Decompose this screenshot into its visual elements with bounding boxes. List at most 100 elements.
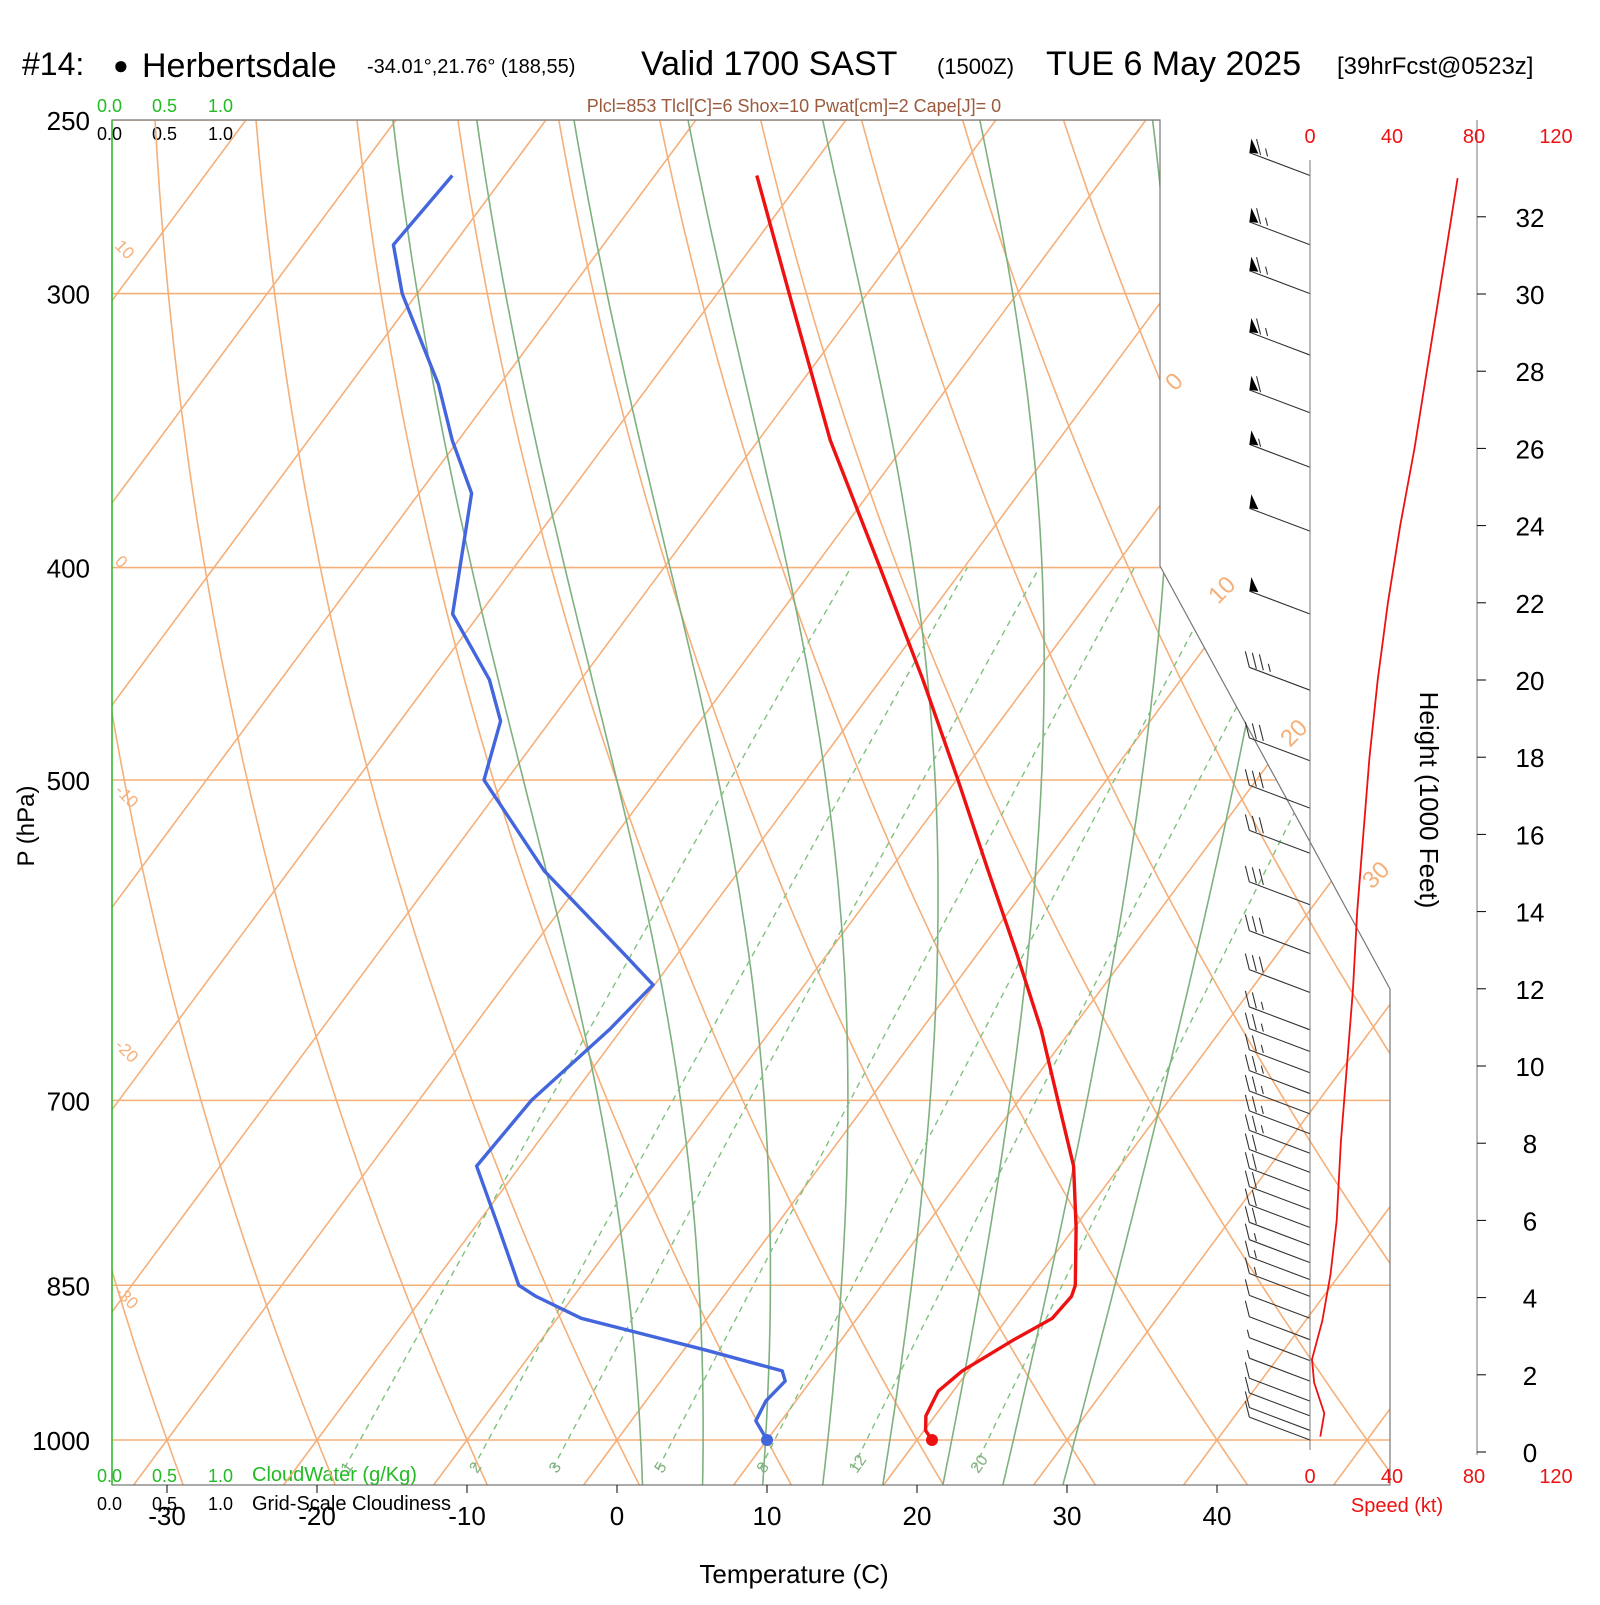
wind-barb (1249, 207, 1311, 246)
speed-tick-label-top: 0 (1304, 126, 1315, 148)
wind-barb (1244, 1206, 1311, 1246)
speed-tick-label-bottom: 120 (1539, 1466, 1572, 1488)
height-speed-panel: 0246810121416182022242628303200404080801… (1304, 120, 1573, 1488)
wind-barb (1244, 953, 1311, 993)
height-tick-label: 14 (1516, 898, 1545, 928)
moist-adiabat (679, 120, 849, 1485)
height-tick-label: 10 (1516, 1052, 1545, 1082)
mixing-ratio-label: 20 (968, 1452, 992, 1476)
mixing-ratio-label: 5 (652, 1459, 671, 1476)
x-axis-title: Temperature (C) (699, 1559, 888, 1589)
wind-barb (1244, 1094, 1311, 1135)
station-bullet: ● (113, 50, 129, 80)
wind-barb (1244, 1240, 1311, 1281)
valid-time: Valid 1700 SAST (641, 45, 897, 83)
wind-barb (1244, 721, 1311, 762)
isotherm-line (1476, 110, 1600, 1495)
mixing-ratio-line (759, 567, 1227, 1469)
wind-barb (1249, 256, 1311, 295)
wind-barb (1244, 865, 1311, 906)
cloud-scales: 0.0 0.5 1.0 0.0 0.5 1.0 0.0 0.5 1.0 Clou… (97, 96, 451, 1515)
wind-barb (1244, 814, 1311, 854)
wind-barbs (1244, 138, 1311, 1450)
surface-temperature-dot (926, 1434, 938, 1446)
pressure-tick-label: 1000 (32, 1426, 90, 1456)
wind-barb (1249, 494, 1311, 532)
isotherm-line (125, 120, 1154, 1485)
cloudiness-top-2: 1.0 (208, 124, 233, 144)
height-tick-label: 32 (1516, 203, 1545, 233)
header: #14: ● Herbertsdale -34.01°,21.76° (188,… (22, 45, 1533, 116)
zulu-time: (1500Z) (937, 54, 1014, 79)
pressure-tick-label: 250 (47, 106, 90, 136)
wind-barb (1244, 1223, 1311, 1264)
wind-barb (1244, 1133, 1311, 1173)
height-tick-label: 0 (1523, 1438, 1537, 1468)
moist-adiabat (387, 120, 644, 1485)
isotherm-label: -20 (111, 1036, 142, 1067)
cloudwater-bottom-0: 0.0 (97, 1466, 122, 1486)
wind-barb (1249, 138, 1311, 176)
mixing-ratio-label: 12 (846, 1452, 870, 1476)
cloudwater-top-1: 0.5 (152, 96, 177, 116)
cloudiness-bottom-2: 1.0 (208, 1494, 233, 1514)
wind-barb (1249, 375, 1311, 414)
wind-barb (1244, 1362, 1311, 1402)
isotherm-line (112, 120, 1004, 1485)
isotherm-label: 10 (1203, 571, 1241, 609)
moist-adiabat (1061, 120, 1323, 1485)
dry-adiabat (112, 120, 337, 1485)
wind-barb (1244, 769, 1311, 809)
isotherm-label: 10 (111, 236, 138, 263)
dry-adiabat (950, 120, 1390, 1485)
pressure-tick-label: 500 (47, 766, 90, 796)
cloudwater-name: CloudWater (g/Kg) (252, 1464, 417, 1486)
mixing-ratio-label: 3 (546, 1459, 565, 1476)
wind-barb (1244, 1391, 1311, 1431)
cloudiness-name: Grid-Scale Cloudiness (252, 1493, 451, 1515)
wind-barb (1246, 1329, 1311, 1362)
dry-adiabat (1349, 120, 1390, 1485)
wind-barb (1244, 914, 1311, 955)
temp-tick-label: -30 (148, 1501, 186, 1531)
speed-tick-label-bottom: 0 (1304, 1466, 1315, 1488)
isotherm-label: -10 (111, 781, 142, 812)
cloudwater-bottom-1: 0.5 (152, 1466, 177, 1486)
moist-adiabat (566, 120, 772, 1485)
mixing-ratio-line (552, 567, 1041, 1469)
isotherm-line (725, 120, 1390, 1485)
speed-tick-label-top: 80 (1463, 126, 1485, 148)
station-number: #14: (22, 46, 84, 82)
plot-outline (111, 119, 1391, 1486)
wind-barb (1244, 1400, 1311, 1441)
moist-adiabat (941, 120, 1045, 1485)
speed-tick-label-bottom: 80 (1463, 1466, 1485, 1488)
speed-axis-title: Speed (kt) (1351, 1495, 1443, 1517)
plot-frame (111, 119, 1391, 1486)
mixing-ratio-line (343, 567, 852, 1469)
speed-profile-line (1311, 178, 1459, 1437)
dry-adiabat (850, 120, 1390, 1485)
surface-dewpoint-dot (761, 1434, 773, 1446)
wind-barb (1244, 651, 1311, 691)
wind-barb (1244, 1114, 1311, 1154)
height-tick-label: 12 (1516, 975, 1545, 1005)
pressure-tick-label: 400 (47, 554, 90, 584)
isotherm-line (1025, 120, 1390, 1485)
dewpoint-line (391, 174, 787, 1441)
wind-barb (1244, 1257, 1311, 1297)
temp-tick-label: 30 (1053, 1501, 1082, 1531)
wind-barb (1249, 430, 1311, 468)
cloudiness-top-1: 0.5 (152, 124, 177, 144)
isotherm-line (1325, 120, 1390, 1485)
wind-barb (1244, 1279, 1311, 1319)
dry-adiabat (0, 81, 32, 1486)
isotherm-line (112, 120, 554, 1485)
station-coords: -34.01°,21.76° (188,55) (367, 56, 575, 78)
moist-adiabat (470, 120, 704, 1485)
wind-barb (1249, 577, 1311, 615)
temp-tick-label: 0 (610, 1501, 624, 1531)
wind-barb (1244, 1170, 1311, 1211)
isotherm-line (575, 120, 1390, 1485)
